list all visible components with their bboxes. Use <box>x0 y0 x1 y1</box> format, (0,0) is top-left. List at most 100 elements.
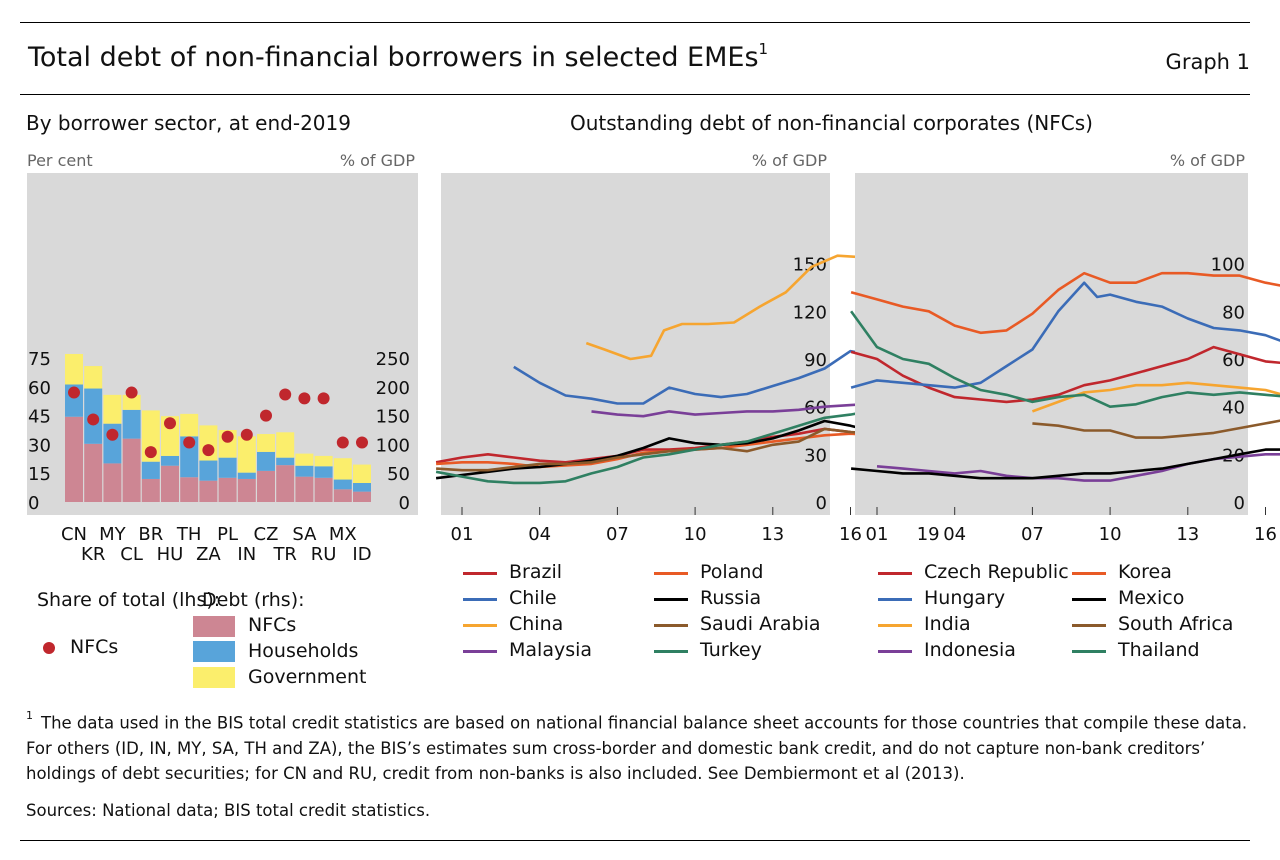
bar-government <box>180 413 199 437</box>
bar-nfcs <box>141 478 160 502</box>
legend-russia: Russia <box>700 587 762 609</box>
nfc-share-dot <box>202 444 215 457</box>
x-tick-label: HU <box>157 544 184 565</box>
x-tick-label: TH <box>176 524 202 545</box>
bar-nfcs <box>84 443 103 502</box>
y-tick: 80 <box>1222 302 1245 323</box>
x-tick-label: 16 <box>839 524 862 545</box>
legend-thailand-line <box>1072 650 1106 653</box>
bar-households <box>257 451 275 471</box>
bar-nfcs <box>295 476 314 502</box>
bar-government <box>314 455 333 467</box>
legend-debt-item-nfcs: NFCs <box>248 614 297 636</box>
series-line-india <box>1031 381 1280 413</box>
x-tick-label: 10 <box>684 524 707 545</box>
nfc-share-dot <box>317 392 330 405</box>
series-line-indonesia <box>876 453 1280 482</box>
legend-brazil-line <box>463 572 497 575</box>
legend-czech-republic: Czech Republic <box>924 561 1069 583</box>
legend-russia-line <box>654 598 688 601</box>
line-panel-background-1 <box>441 173 830 515</box>
nfc-share-dot <box>279 388 292 401</box>
bar-nfcs <box>333 489 352 502</box>
x-tick-label: SA <box>292 524 317 545</box>
bar-nfcs <box>65 416 83 502</box>
bar-households <box>161 455 179 466</box>
y-tick-right: 150 <box>376 407 410 428</box>
title-rule <box>20 94 1250 95</box>
nfc-share-dot <box>298 392 311 405</box>
nfc-share-dot <box>106 428 119 441</box>
series-line-south-africa <box>1032 419 1280 439</box>
legend-nfcs-swatch <box>193 616 235 637</box>
x-tick-label: CL <box>120 544 143 565</box>
x-tick-label: ZA <box>196 544 221 565</box>
graph-label: Graph 1 <box>1165 50 1250 74</box>
x-tick-label: 04 <box>528 524 551 545</box>
chart-title: Total debt of non-financial borrowers in… <box>28 40 769 73</box>
x-tick-label: 01 <box>866 524 889 545</box>
legend-china: China <box>509 613 564 635</box>
legend-turkey-line <box>654 650 688 653</box>
nfc-share-dot <box>164 417 176 430</box>
bar-nfcs <box>237 478 256 502</box>
x-tick-label: ID <box>352 544 371 565</box>
legend-malaysia-line <box>463 650 497 653</box>
legend-brazil: Brazil <box>509 561 563 583</box>
y-tick: 100 <box>1211 255 1245 276</box>
legend-poland: Poland <box>700 561 764 583</box>
legend-nfc-dot-marker <box>43 642 55 654</box>
bar-government <box>295 453 314 466</box>
legend-government-swatch <box>193 667 235 688</box>
bar-households <box>314 466 333 478</box>
y-tick-right: 250 <box>376 349 410 370</box>
bar-households <box>237 472 256 479</box>
series-line-czech-republic <box>850 345 1280 404</box>
y-tick: 40 <box>1222 398 1245 419</box>
x-tick-label: 16 <box>1254 524 1277 545</box>
bar-households <box>122 409 141 439</box>
legend-chile-line <box>463 598 497 601</box>
footnote-text: The data used in the BIS total credit st… <box>26 713 1248 783</box>
y-tick: 0 <box>816 493 827 514</box>
y-tick-right: 200 <box>376 378 410 399</box>
bar-households <box>180 436 199 478</box>
y-tick-left: 60 <box>28 378 51 399</box>
y-tick-left: 0 <box>28 493 39 514</box>
nfc-share-dot <box>183 436 196 449</box>
legend-saudi-arabia: Saudi Arabia <box>700 613 821 635</box>
right-axis-label: % of GDP <box>340 151 416 170</box>
legend-china-line <box>463 624 497 627</box>
bar-nfcs <box>353 491 371 502</box>
legend-debt-item-government: Government <box>248 666 367 688</box>
legend-saudi-arabia-line <box>654 624 688 627</box>
legend-hungary: Hungary <box>924 587 1006 609</box>
bar-nfcs <box>122 438 141 502</box>
legend-thailand: Thailand <box>1118 639 1200 661</box>
nfc-share-dot <box>240 428 253 441</box>
left-axis-label: Per cent <box>27 151 93 170</box>
y-axis-label: % of GDP <box>1170 151 1246 170</box>
y-tick-left: 15 <box>28 464 51 485</box>
top-rule <box>20 22 1250 23</box>
nfc-share-dot <box>125 386 138 399</box>
series-line-thailand <box>850 310 1280 408</box>
x-tick-label: 13 <box>1176 524 1199 545</box>
series-line-saudi-arabia <box>436 427 929 472</box>
y-tick-left: 45 <box>28 407 51 428</box>
legend-share-title: Share of total (lhs): <box>37 589 221 611</box>
legend-indonesia: Indonesia <box>924 639 1016 661</box>
legend-turkey: Turkey <box>700 639 762 661</box>
footnote: 1 The data used in the BIS total credit s… <box>26 706 1256 786</box>
x-tick-label: 01 <box>451 524 474 545</box>
x-tick-label: MY <box>99 524 127 545</box>
sources-note: Sources: National data; BIS total credit… <box>26 801 431 820</box>
x-tick-label: IN <box>237 544 256 565</box>
x-tick-label: 19 <box>917 524 940 545</box>
x-tick-label: CZ <box>254 524 279 545</box>
x-tick-label: CN <box>61 524 87 545</box>
nfc-share-dot <box>68 386 80 399</box>
bar-government <box>103 394 122 424</box>
bar-government <box>276 432 295 458</box>
legend-south-africa-line <box>1072 624 1106 627</box>
